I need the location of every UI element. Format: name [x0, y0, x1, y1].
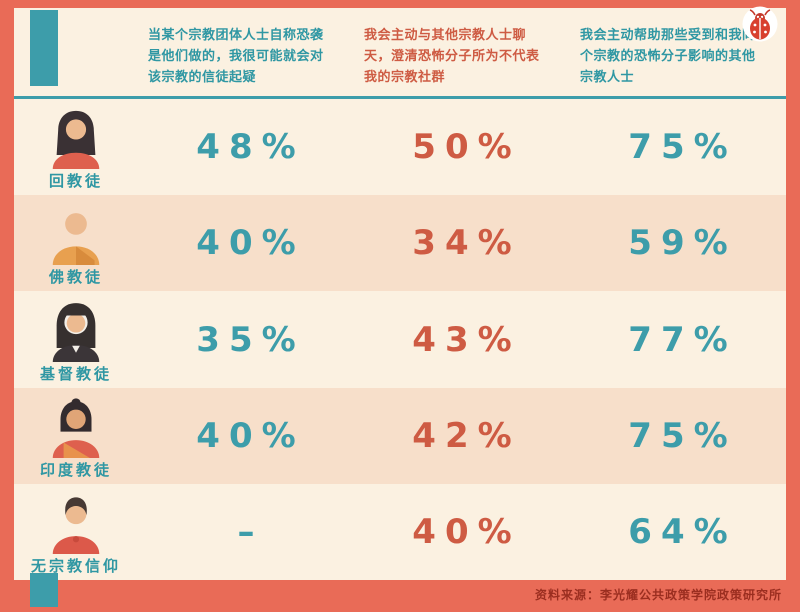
- table-row-christian: 基督教徒 35% 43% 77%: [14, 291, 786, 387]
- column-header-suspicion: 当某个宗教团体人士自称恐袭是他们做的，我很可能就会对该宗教的信徒起疑: [148, 28, 324, 85]
- row-label: 印度教徒: [39, 460, 112, 479]
- teal-tab-bottom-decoration: [30, 573, 58, 607]
- table-row-hindu: 印度教徒 40% 42% 75%: [14, 387, 786, 484]
- hindu-woman-icon: [44, 396, 108, 458]
- row-label: 佛教徒: [48, 268, 103, 287]
- data-source-note: 资料来源：李光耀公共政策学院政策研究所: [534, 588, 782, 602]
- value-cell: 34%: [412, 223, 521, 264]
- row-label: 基督教徒: [39, 364, 112, 383]
- value-cell: 40%: [412, 511, 521, 552]
- header-row: 当某个宗教团体人士自称恐袭是他们做的，我很可能就会对该宗教的信徒起疑 我会主动与…: [14, 8, 786, 96]
- row-label: 无宗教信仰: [30, 556, 121, 575]
- value-cell: –: [237, 511, 264, 552]
- row-header-cell: 印度教徒: [14, 392, 138, 480]
- value-cell: 42%: [412, 415, 521, 456]
- value-cell: 75%: [628, 127, 737, 168]
- table-row-muslim: 回教徒 48% 50% 75%: [14, 99, 786, 195]
- secular-man-icon: [44, 492, 108, 554]
- row-header-cell: 回教徒: [14, 103, 138, 191]
- teal-tab-top-decoration: [30, 10, 58, 86]
- column-header-clarify: 我会主动与其他宗教人士聊天，澄清恐怖分子所为不代表我的宗教社群: [364, 28, 540, 85]
- row-header-cell: 佛教徒: [14, 199, 138, 287]
- row-label: 回教徒: [48, 172, 103, 191]
- value-cell: 35%: [196, 319, 305, 360]
- row-header-cell: 无宗教信仰: [14, 488, 138, 576]
- buddhist-monk-icon: [44, 203, 108, 266]
- value-cell: 64%: [628, 511, 737, 552]
- table-row-no-religion: 无宗教信仰 – 40% 64%: [14, 484, 786, 580]
- value-cell: 43%: [412, 319, 521, 360]
- value-cell: 75%: [628, 415, 737, 456]
- column-header-help: 我会主动帮助那些受到和我同个宗教的恐怖分子影响的其他宗教人士: [580, 28, 756, 85]
- infographic-card: 当某个宗教团体人士自称恐袭是他们做的，我很可能就会对该宗教的信徒起疑 我会主动与…: [14, 8, 786, 580]
- muslim-woman-icon: [44, 107, 108, 170]
- row-header-cell: 基督教徒: [14, 296, 138, 384]
- value-cell: 40%: [196, 415, 305, 456]
- value-cell: 77%: [628, 319, 737, 360]
- header-divider: [14, 96, 786, 99]
- value-cell: 48%: [196, 127, 305, 168]
- table-row-buddhist: 佛教徒 40% 34% 59%: [14, 195, 786, 292]
- value-cell: 40%: [196, 223, 305, 264]
- value-cell: 50%: [412, 127, 521, 168]
- value-cell: 59%: [628, 223, 737, 264]
- ladybug-logo-icon: [742, 6, 778, 42]
- christian-nun-icon: [44, 300, 108, 362]
